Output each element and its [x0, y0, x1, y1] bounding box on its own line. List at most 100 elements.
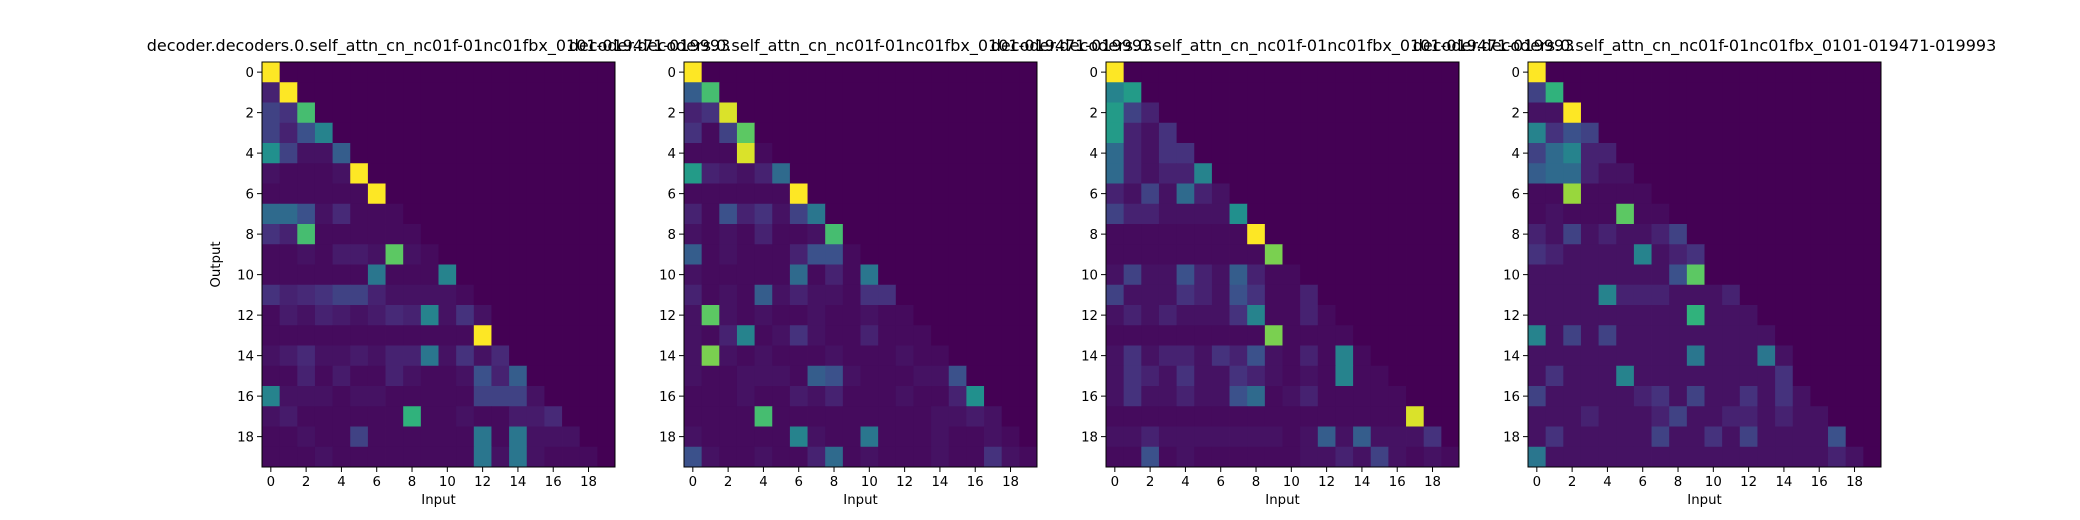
heatmap-cell: [1598, 82, 1617, 103]
heatmap-cell: [754, 305, 773, 326]
heatmap-cell: [789, 284, 808, 306]
heatmap-cell: [509, 345, 528, 367]
heatmap-cell: [1317, 426, 1336, 448]
heatmap-cell: [736, 345, 755, 367]
heatmap-cell: [719, 345, 738, 367]
heatmap-cell: [544, 62, 563, 83]
heatmap-cell: [403, 143, 422, 164]
heatmap-cell: [332, 446, 351, 468]
heatmap-cell: [772, 143, 791, 164]
heatmap-cell: [367, 62, 386, 83]
heatmap-cell: [350, 203, 369, 225]
heatmap-cell: [1441, 345, 1460, 367]
heatmap-cell: [562, 143, 581, 164]
heatmap-cell: [984, 386, 1003, 407]
heatmap-cell: [860, 82, 879, 103]
heatmap-cell: [1704, 446, 1723, 468]
heatmap-cell: [509, 163, 528, 184]
heatmap-cell: [1598, 325, 1617, 346]
heatmap-cell: [1563, 426, 1582, 448]
heatmap-cell: [544, 284, 563, 306]
x-tick-label: 6: [1638, 475, 1646, 490]
y-tick-label: 8: [1512, 228, 1520, 243]
heatmap-cell: [473, 224, 492, 245]
heatmap-cell: [1353, 122, 1372, 144]
heatmap-cell: [1019, 203, 1038, 225]
heatmap-cell: [1775, 143, 1794, 164]
heatmap-cell: [367, 426, 386, 448]
heatmap-cell: [1406, 224, 1425, 245]
heatmap-cell: [825, 264, 844, 286]
heatmap-cell: [1580, 345, 1599, 367]
heatmap-cell: [1123, 143, 1142, 164]
heatmap-cell: [842, 82, 861, 103]
heatmap-cell: [1722, 446, 1741, 468]
heatmap-cell: [1353, 203, 1372, 225]
heatmap-cell: [684, 163, 703, 184]
heatmap-cell: [509, 365, 528, 387]
x-ticks: 0 2 4 6 8 10 12 14 16 18: [1533, 467, 1863, 490]
heatmap-cell: [1335, 62, 1354, 83]
heatmap-cell: [684, 305, 703, 326]
heatmap-cell: [1406, 325, 1425, 346]
heatmap-cell: [1704, 62, 1723, 83]
heatmap-cell: [1264, 224, 1283, 245]
heatmap-cell: [526, 102, 545, 124]
heatmap-cell: [701, 284, 720, 306]
heatmap-cell: [1019, 183, 1038, 205]
y-tick-label: 0: [246, 66, 254, 81]
heatmap-cell: [984, 406, 1003, 427]
heatmap-cell: [1686, 102, 1705, 124]
heatmap-cell: [1863, 386, 1882, 407]
heatmap-cell: [1282, 62, 1301, 83]
heatmap-cell: [1669, 325, 1688, 346]
heatmap-cell: [1423, 62, 1442, 83]
heatmap-cell: [719, 446, 738, 468]
heatmap-cell: [1441, 244, 1460, 265]
heatmap-cell: [772, 62, 791, 83]
heatmap-cell: [1194, 325, 1213, 346]
heatmap-cell: [456, 62, 475, 83]
heatmap-cell: [1106, 446, 1125, 468]
heatmap-cell: [1317, 122, 1336, 144]
heatmap-cell: [1388, 386, 1407, 407]
heatmap-cell: [1563, 143, 1582, 164]
heatmap-cell: [262, 82, 281, 103]
heatmap-cell: [1845, 203, 1864, 225]
x-tick-label: 10: [1283, 475, 1300, 490]
heatmap-cell: [1229, 305, 1248, 326]
y-tick-label: 8: [668, 228, 676, 243]
heatmap-cell: [1001, 143, 1020, 164]
heatmap-cell: [1317, 102, 1336, 124]
heatmap-cell: [1686, 446, 1705, 468]
y-tick-label: 10: [237, 269, 254, 284]
heatmap-cell: [1001, 102, 1020, 124]
heatmap-cell: [420, 446, 439, 468]
heatmap-cell: [719, 386, 738, 407]
heatmap-cell: [1388, 62, 1407, 83]
heatmap-cell: [1704, 284, 1723, 306]
heatmap-cell: [1845, 244, 1864, 265]
heatmap-cell: [579, 305, 598, 326]
heatmap-cell: [438, 345, 457, 367]
heatmap-cell: [948, 183, 967, 205]
heatmap-cell: [1845, 102, 1864, 124]
heatmap-cell: [754, 365, 773, 387]
heatmap-cell: [1792, 426, 1811, 448]
heatmap-cell: [1651, 365, 1670, 387]
heatmap-cell: [473, 203, 492, 225]
heatmap-cell: [403, 386, 422, 407]
heatmap-cells: [1528, 62, 1882, 468]
heatmap-cell: [1828, 406, 1847, 427]
heatmap-cell: [1106, 203, 1125, 225]
heatmap-cell: [297, 406, 316, 427]
heatmap-cell: [1528, 122, 1547, 144]
heatmap-cell: [1775, 163, 1794, 184]
heatmap-cell: [1792, 284, 1811, 306]
heatmap-cell: [1141, 325, 1160, 346]
heatmap-cell: [1282, 102, 1301, 124]
heatmap-cell: [913, 365, 932, 387]
heatmap-cell: [842, 203, 861, 225]
heatmap-cell: [1704, 406, 1723, 427]
heatmap-cell: [1598, 62, 1617, 83]
